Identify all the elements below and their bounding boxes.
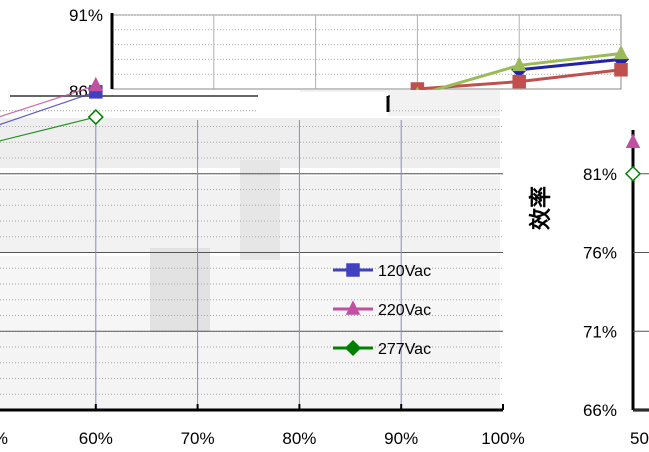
top-plot-area (111, 14, 622, 90)
legend-marker (344, 339, 362, 357)
right-series-marker (624, 165, 642, 182)
main-artifact-band (240, 160, 280, 260)
right-x-tick-label: 50% (630, 429, 649, 448)
right-y-tick-label: 66% (583, 401, 617, 420)
main-x-tick-label: 70% (181, 429, 215, 448)
legend-label: 120Vac (378, 263, 431, 280)
main-artifact-band (258, 92, 388, 118)
main-series-line (0, 85, 96, 118)
top-y-tick-label: 91% (69, 6, 103, 25)
main-chart: % 60% 70% 80% 90% 100% 120Vac 220Vac 277Vac (0, 76, 525, 448)
main-artifact-band (0, 256, 500, 330)
legend-label: 277Vac (378, 341, 431, 358)
legend: 120Vac 220Vac 277Vac (333, 263, 431, 358)
main-series-line (0, 116, 96, 142)
right-series-marker (625, 133, 641, 148)
right-chart-fragment: 81% 76% 71% 66% 效率 50% (528, 130, 649, 448)
right-y-tick-label: 76% (583, 244, 617, 263)
right-y-tick-label: 81% (583, 165, 617, 184)
legend-marker (346, 263, 360, 277)
legend-label: 220Vac (378, 302, 431, 319)
main-x-tick-label: 100% (481, 429, 524, 448)
main-x-tick-label: 80% (282, 429, 316, 448)
main-x-tick-label: 90% (384, 429, 418, 448)
top-series-marker (512, 74, 526, 89)
right-y-axis-title: 效率 (528, 186, 554, 230)
main-series-line (0, 91, 96, 126)
main-artifact-band (0, 118, 500, 168)
top-series-marker (613, 44, 629, 60)
main-series-marker (87, 108, 104, 126)
main-x-tick-label: % (0, 429, 8, 448)
top-series-marker (614, 63, 628, 77)
main-series-marker (88, 76, 104, 92)
main-x-tick-label: 60% (79, 429, 113, 448)
legend-marker (345, 300, 361, 315)
top-chart-fragment: 91%86% (69, 6, 630, 101)
top-series-marker (511, 56, 527, 72)
main-artifact-band (0, 332, 500, 410)
right-y-tick-label: 71% (583, 322, 617, 341)
top-series-line (519, 57, 622, 72)
